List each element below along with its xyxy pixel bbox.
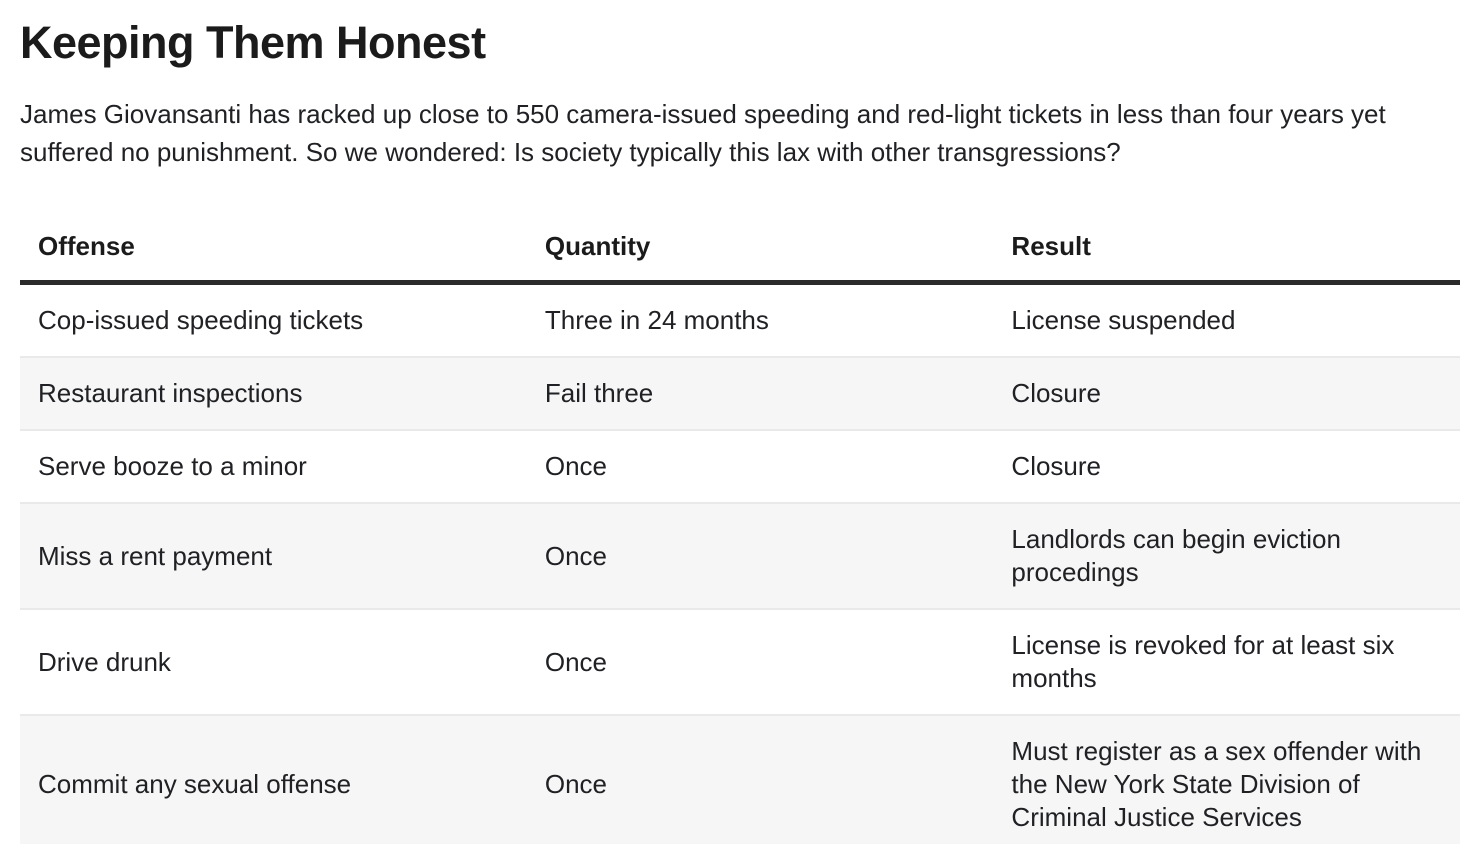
table-row: Drive drunk Once License is revoked for … <box>20 609 1460 715</box>
offense-cell: Cop-issued speeding tickets <box>38 305 364 335</box>
quantity-cell: Once <box>544 451 608 481</box>
offense-cell: Miss a rent payment <box>38 540 273 571</box>
column-header-offense: Offense <box>20 217 527 285</box>
table-header: Offense Quantity Result <box>20 217 1460 285</box>
table-header-row: Offense Quantity Result <box>20 217 1460 285</box>
quantity-cell: Fail three <box>544 378 654 408</box>
offense-table: Offense Quantity Result Cop-issued speed… <box>20 217 1460 844</box>
quantity-cell: Three in 24 months <box>544 305 769 335</box>
offense-cell: Serve booze to a minor <box>38 451 307 481</box>
table-body: Cop-issued speeding tickets Three in 24 … <box>20 283 1460 844</box>
table-row: Serve booze to a minor Once Closure <box>20 430 1460 503</box>
table-row: Cop-issued speeding tickets Three in 24 … <box>20 283 1460 358</box>
offense-cell: Drive drunk <box>38 646 171 677</box>
result-cell: Closure <box>1011 378 1102 408</box>
intro-paragraph: James Giovansanti has racked up close to… <box>20 99 1386 167</box>
column-header-result: Result <box>993 217 1460 285</box>
column-header-quantity: Quantity <box>526 217 994 285</box>
quantity-cell: Once <box>544 646 608 677</box>
table-row: Restaurant inspections Fail three Closur… <box>20 357 1460 430</box>
result-cell: Landlords can begin eviction procedings <box>1011 524 1341 587</box>
table-row: Commit any sexual offense Once Must regi… <box>20 715 1460 844</box>
page-title: Keeping Them Honest <box>20 17 486 68</box>
offense-cell: Commit any sexual offense <box>38 769 352 799</box>
offense-cell: Restaurant inspections <box>38 378 303 408</box>
result-cell: Must register as a sex offender with the… <box>1011 736 1422 832</box>
result-cell: License is revoked for at least six mont… <box>1011 630 1395 693</box>
table-row: Miss a rent payment Once Landlords can b… <box>20 503 1460 609</box>
result-cell: Closure <box>1011 451 1102 481</box>
quantity-cell: Once <box>544 540 608 571</box>
quantity-cell: Once <box>544 769 608 799</box>
result-cell: License suspended <box>1011 305 1236 335</box>
